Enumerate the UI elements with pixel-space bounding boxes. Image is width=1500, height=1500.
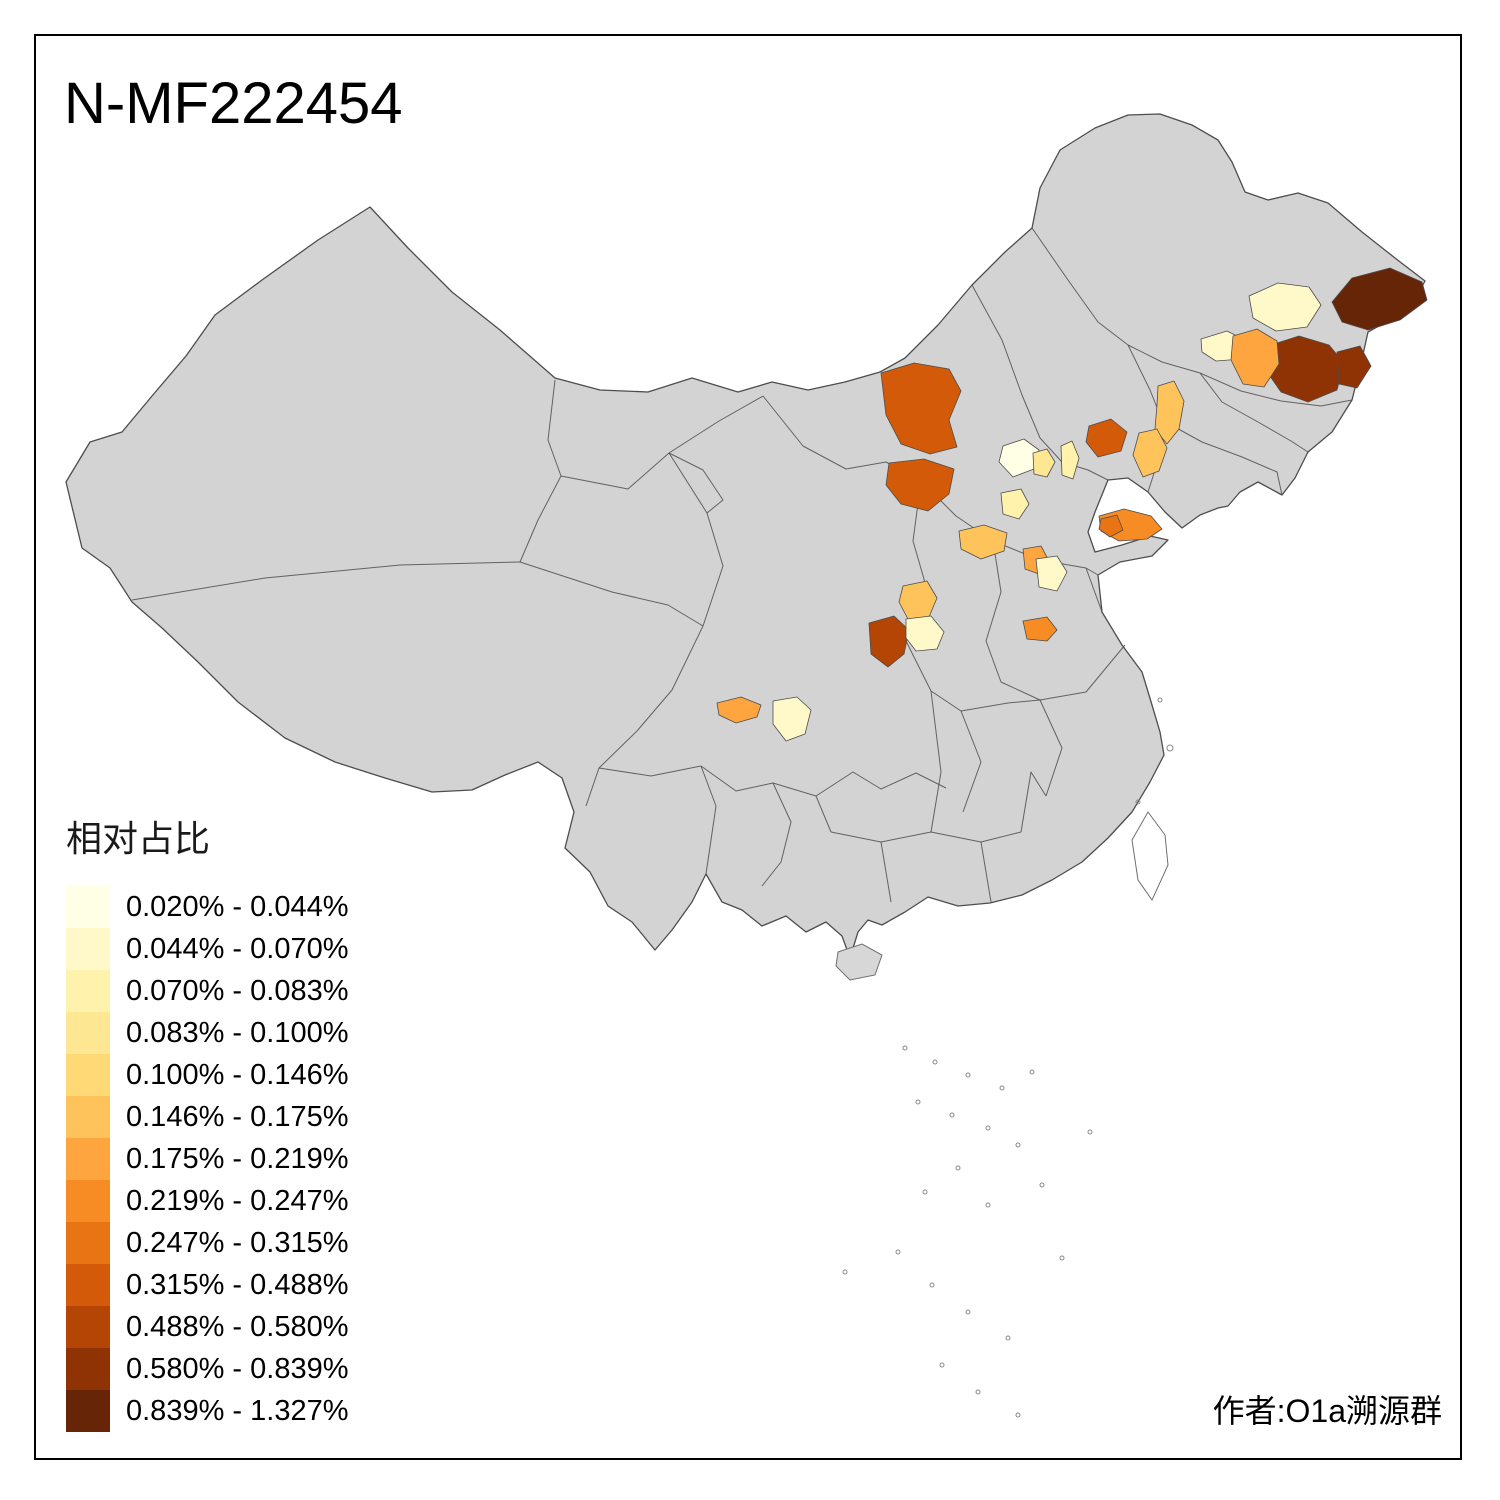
legend-swatch <box>66 928 110 970</box>
map-region <box>772 696 812 742</box>
map-region <box>958 524 1008 560</box>
map-region <box>1248 282 1322 332</box>
map-region <box>1000 488 1030 520</box>
map-region <box>1035 555 1068 592</box>
legend-item: 0.044% - 0.070% <box>66 928 348 970</box>
legend-item-label: 0.219% - 0.247% <box>126 1184 349 1217</box>
legend-swatch <box>66 1012 110 1054</box>
taiwan-island <box>1131 811 1169 902</box>
legend-item-label: 0.580% - 0.839% <box>126 1352 349 1385</box>
map-region <box>1098 514 1124 538</box>
small-islands <box>842 697 1174 1418</box>
map-region <box>868 615 910 668</box>
hainan-island <box>835 943 883 981</box>
map-region <box>880 362 962 455</box>
legend-swatch <box>66 1306 110 1348</box>
author-credit: 作者:O1a溯源群 <box>1212 1393 1442 1429</box>
legend-item-label: 0.020% - 0.044% <box>126 890 349 923</box>
legend-swatch <box>66 1264 110 1306</box>
map-region <box>1060 440 1080 480</box>
page-title: N-MF222454 <box>64 71 403 136</box>
legend-item-label: 0.146% - 0.175% <box>126 1100 349 1133</box>
legend-swatch <box>66 1180 110 1222</box>
map-region <box>1230 328 1280 388</box>
legend-item-label: 0.315% - 0.488% <box>126 1268 349 1301</box>
legend-item-label: 0.070% - 0.083% <box>126 974 349 1007</box>
legend: 相对占比 0.020% - 0.044% 0.044% - 0.070% 0.0… <box>66 810 348 1432</box>
legend-title: 相对占比 <box>66 818 211 859</box>
china-mainland <box>65 113 1426 959</box>
map-region <box>905 615 945 652</box>
choropleth-regions <box>716 267 1428 742</box>
legend-item: 0.070% - 0.083% <box>66 970 348 1012</box>
legend-item: 0.839% - 1.327% <box>66 1390 348 1432</box>
legend-swatch <box>66 970 110 1012</box>
legend-item: 0.219% - 0.247% <box>66 1180 348 1222</box>
legend-swatch <box>66 1138 110 1180</box>
legend-item-label: 0.175% - 0.219% <box>126 1142 349 1175</box>
legend-item-label: 0.100% - 0.146% <box>126 1058 349 1091</box>
legend-item: 0.580% - 0.839% <box>66 1348 348 1390</box>
province-boundaries <box>131 227 1353 903</box>
legend-swatch <box>66 1222 110 1264</box>
map-region <box>1032 448 1056 478</box>
map-region <box>1154 380 1185 445</box>
legend-item: 0.146% - 0.175% <box>66 1096 348 1138</box>
legend-item-label: 0.488% - 0.580% <box>126 1310 349 1343</box>
legend-item-label: 0.083% - 0.100% <box>126 1016 349 1049</box>
legend-item: 0.247% - 0.315% <box>66 1222 348 1264</box>
legend-item-label: 0.044% - 0.070% <box>126 932 349 965</box>
legend-swatch <box>66 1390 110 1432</box>
legend-item: 0.083% - 0.100% <box>66 1012 348 1054</box>
map-region <box>1085 418 1128 458</box>
legend-swatch <box>66 1096 110 1138</box>
legend-item-label: 0.247% - 0.315% <box>126 1226 349 1259</box>
legend-swatch <box>66 1348 110 1390</box>
legend-item: 0.315% - 0.488% <box>66 1264 348 1306</box>
legend-item: 0.100% - 0.146% <box>66 1054 348 1096</box>
map-region <box>885 458 955 512</box>
legend-swatch <box>66 1054 110 1096</box>
map-region <box>1331 267 1428 331</box>
map-region <box>1022 616 1058 642</box>
legend-swatch <box>66 886 110 928</box>
legend-item: 0.175% - 0.219% <box>66 1138 348 1180</box>
map-region <box>1336 345 1372 389</box>
legend-item-label: 0.839% - 1.327% <box>126 1394 349 1427</box>
legend-item: 0.020% - 0.044% <box>66 886 348 928</box>
legend-item: 0.488% - 0.580% <box>66 1306 348 1348</box>
map-region <box>1132 428 1168 478</box>
map-region <box>716 696 762 724</box>
